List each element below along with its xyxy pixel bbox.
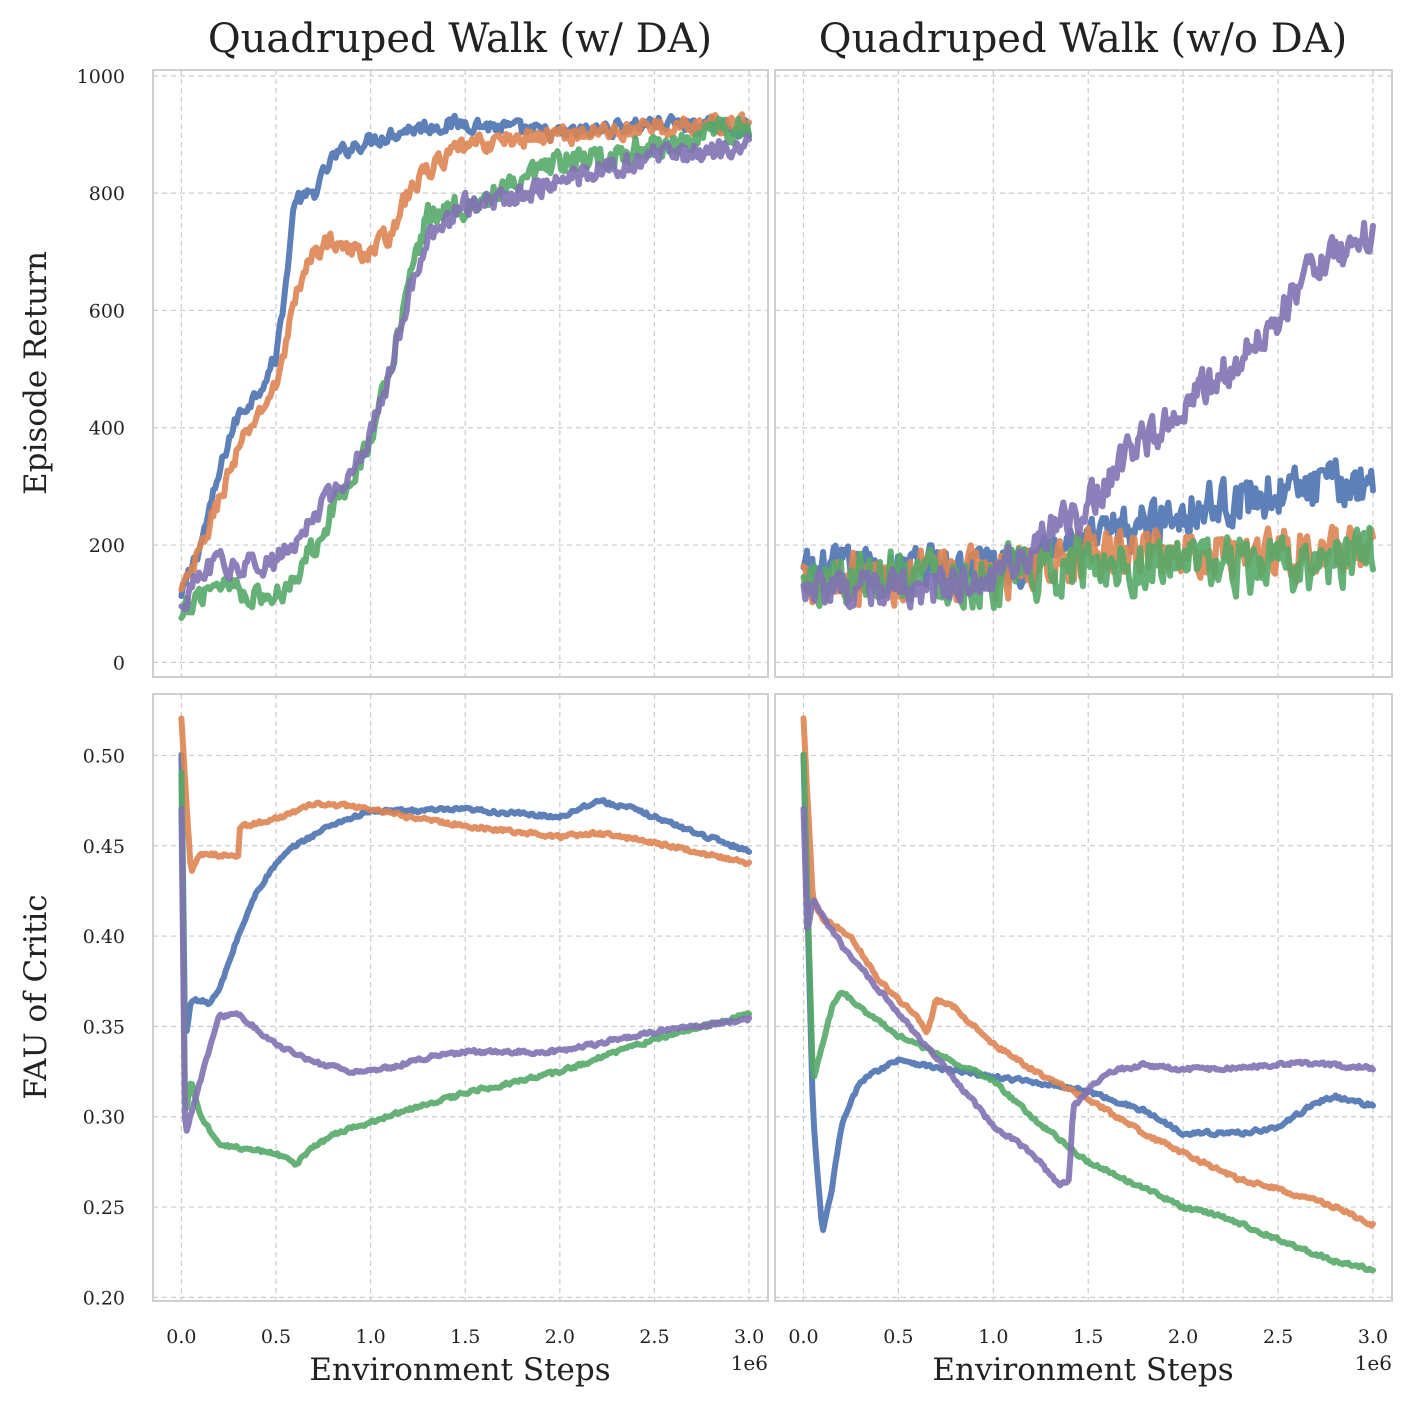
axes-frame bbox=[152, 693, 769, 1302]
panel-bottom-left: 0.20 0.25 0.30 0.35 0.40 0.45 0.50 0.0 0.5 1.0 1.… bbox=[18, 693, 769, 1388]
x-offset-text: 1e6 bbox=[1355, 1351, 1392, 1375]
y-tick-labels: 0.20 0.25 0.30 0.35 0.40 0.45 0.50 bbox=[83, 745, 125, 1309]
gridlines bbox=[775, 694, 1392, 1301]
series-line-purple bbox=[178, 805, 753, 1134]
chart-title: Quadruped Walk (w/ DA) bbox=[208, 16, 712, 62]
y-tick-label: 0.40 bbox=[83, 926, 125, 948]
x-tick-label: 2.0 bbox=[1168, 1326, 1198, 1348]
x-tick-labels: 0.0 0.5 1.0 1.5 2.0 2.5 3.0 bbox=[166, 1326, 764, 1348]
series-lines bbox=[178, 111, 753, 621]
series-lines bbox=[800, 715, 1376, 1274]
x-tick-label: 2.5 bbox=[639, 1326, 669, 1348]
axes-frame bbox=[774, 693, 1393, 1302]
y-tick-label: 0.25 bbox=[83, 1197, 125, 1219]
series-line-purple bbox=[800, 219, 1376, 611]
x-tick-label: 1.5 bbox=[1073, 1326, 1103, 1348]
x-tick-label: 1.0 bbox=[978, 1326, 1008, 1348]
x-tick-label: 1.0 bbox=[356, 1326, 386, 1348]
x-tick-label: 0.0 bbox=[166, 1326, 196, 1348]
x-axis-label: Environment Steps bbox=[309, 1352, 610, 1388]
y-tick-label: 200 bbox=[89, 535, 125, 557]
x-tick-label: 2.5 bbox=[1263, 1326, 1293, 1348]
x-tick-label: 2.0 bbox=[545, 1326, 575, 1348]
x-axis-label: Environment Steps bbox=[932, 1352, 1233, 1388]
panel-bottom-right: 0.0 0.5 1.0 1.5 2.0 2.5 3.0 Environment Steps … bbox=[774, 693, 1393, 1388]
series-lines bbox=[800, 219, 1376, 611]
series-line-purple bbox=[800, 805, 1376, 1189]
x-tick-label: 0.5 bbox=[883, 1326, 913, 1348]
series-line-orange bbox=[178, 111, 753, 593]
y-tick-label: 800 bbox=[89, 183, 125, 205]
x-tick-label: 0.0 bbox=[788, 1326, 818, 1348]
panel-top-left: 0 200 400 600 800 1000 Quadruped Walk (w/ DA)… bbox=[18, 16, 769, 678]
x-offset-text: 1e6 bbox=[731, 1351, 768, 1375]
y-tick-label: 400 bbox=[89, 418, 125, 440]
series-line-green bbox=[800, 751, 1376, 1274]
series-line-orange bbox=[178, 715, 753, 874]
series-lines bbox=[178, 715, 753, 1168]
x-tick-labels: 0.0 0.5 1.0 1.5 2.0 2.5 3.0 bbox=[788, 1326, 1388, 1348]
x-tick-label: 3.0 bbox=[734, 1326, 764, 1348]
series-line-purple bbox=[178, 132, 753, 613]
axes-frame bbox=[152, 69, 769, 678]
y-tick-label: 0.20 bbox=[83, 1287, 125, 1309]
y-tick-label: 0 bbox=[113, 652, 125, 674]
y-tick-label: 0.50 bbox=[83, 745, 125, 767]
y-tick-label: 0.30 bbox=[83, 1107, 125, 1129]
y-tick-label: 600 bbox=[89, 300, 125, 322]
chart-title: Quadruped Walk (w/o DA) bbox=[819, 16, 1347, 62]
series-line-green bbox=[800, 524, 1376, 611]
x-tick-label: 0.5 bbox=[261, 1326, 291, 1348]
series-line-green bbox=[178, 769, 753, 1168]
x-tick-label: 1.5 bbox=[450, 1326, 480, 1348]
series-line-green bbox=[178, 115, 753, 621]
panel-top-right: Quadruped Walk (w/o DA) bbox=[774, 16, 1393, 678]
y-tick-labels: 0 200 400 600 800 1000 bbox=[77, 66, 125, 674]
series-line-blue bbox=[178, 751, 753, 1035]
y-tick-label: 0.45 bbox=[83, 836, 125, 858]
y-tick-label: 1000 bbox=[77, 66, 125, 88]
y-axis-label: Episode Return bbox=[18, 251, 54, 495]
y-tick-label: 0.35 bbox=[83, 1016, 125, 1038]
x-tick-label: 3.0 bbox=[1358, 1326, 1388, 1348]
y-axis-label: FAU of Critic bbox=[18, 894, 54, 1099]
series-line-orange bbox=[800, 715, 1376, 1229]
